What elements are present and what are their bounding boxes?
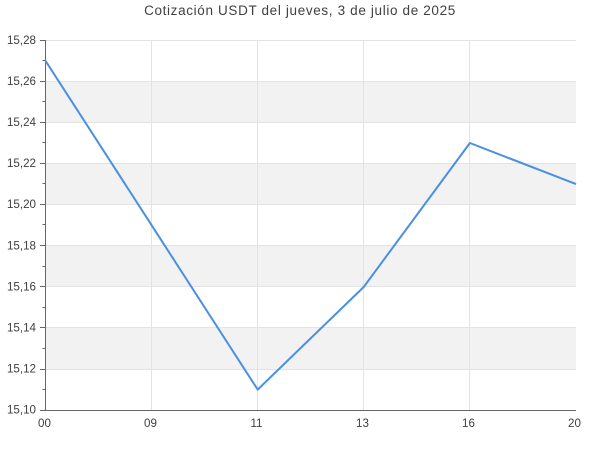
- svg-text:13: 13: [356, 417, 369, 430]
- svg-text:15,10: 15,10: [7, 404, 36, 417]
- svg-text:Cotización USDT del jueves, 3: Cotización USDT del jueves, 3 de julio d…: [144, 3, 456, 18]
- svg-text:15,14: 15,14: [7, 322, 37, 335]
- svg-text:15,28: 15,28: [7, 34, 36, 47]
- svg-text:09: 09: [144, 417, 157, 430]
- svg-text:15,16: 15,16: [7, 280, 36, 293]
- svg-text:15,24: 15,24: [7, 116, 37, 129]
- svg-text:16: 16: [462, 417, 475, 430]
- svg-text:15,18: 15,18: [7, 239, 36, 252]
- svg-text:00: 00: [38, 417, 51, 430]
- svg-text:15,12: 15,12: [7, 363, 36, 376]
- svg-text:15,22: 15,22: [7, 157, 36, 170]
- svg-text:11: 11: [250, 417, 262, 430]
- svg-text:15,20: 15,20: [7, 198, 36, 211]
- svg-text:20: 20: [568, 417, 581, 430]
- svg-text:15,26: 15,26: [7, 75, 36, 88]
